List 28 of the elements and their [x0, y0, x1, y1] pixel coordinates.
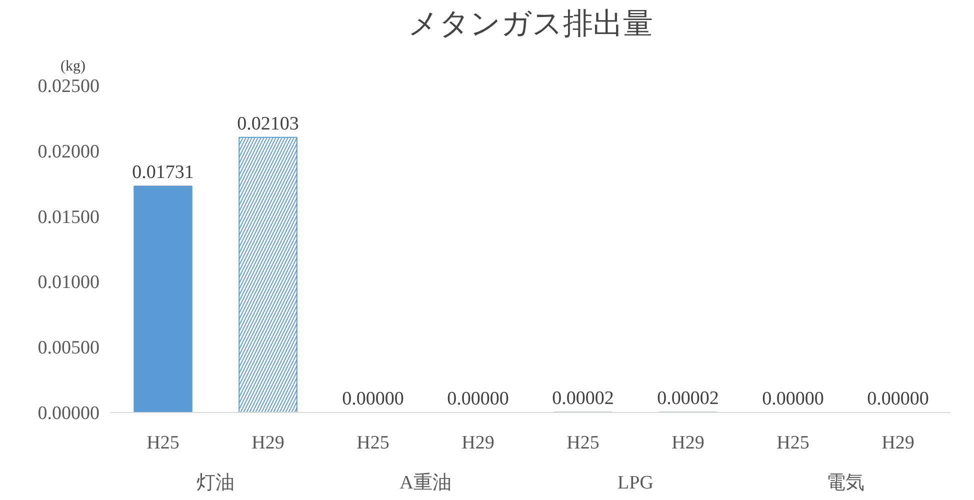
data-label: 0.00002	[657, 388, 719, 410]
series-label: H25	[146, 432, 180, 454]
data-label: 0.00002	[552, 388, 614, 410]
y-tick-label: 0.00000	[38, 403, 100, 424]
y-tick-label: 0.02000	[38, 141, 100, 162]
text: H25	[566, 432, 600, 454]
text: H29	[882, 432, 914, 454]
data-label: 0.00000	[342, 388, 404, 410]
y-tick-label: 0.00500	[38, 338, 100, 359]
text: H25	[356, 432, 390, 454]
data-label: 0.00000	[447, 388, 509, 410]
x-tick-label: A重油	[400, 472, 452, 494]
y-tick-label: 0.01500	[38, 206, 100, 228]
data-label: 0.00000	[867, 388, 929, 410]
series-label: H29	[252, 432, 284, 454]
text: H29	[462, 432, 494, 454]
x-tick-label: LPG	[618, 472, 654, 494]
text: H29	[672, 432, 704, 454]
x-tick-label: 灯油	[196, 472, 234, 494]
data-label: 0.01731	[132, 162, 194, 184]
text: H25	[776, 432, 810, 454]
data-label: 0.02103	[237, 113, 299, 134]
chart-title: メタンガス排出量	[408, 8, 653, 40]
y-axis-title: (kg)	[60, 58, 86, 74]
y-tick-label: 0.02500	[38, 76, 100, 97]
data-label: 0.00000	[762, 388, 824, 410]
x-tick-label: 電気	[826, 472, 864, 494]
y-tick-label: 0.01000	[38, 272, 100, 294]
